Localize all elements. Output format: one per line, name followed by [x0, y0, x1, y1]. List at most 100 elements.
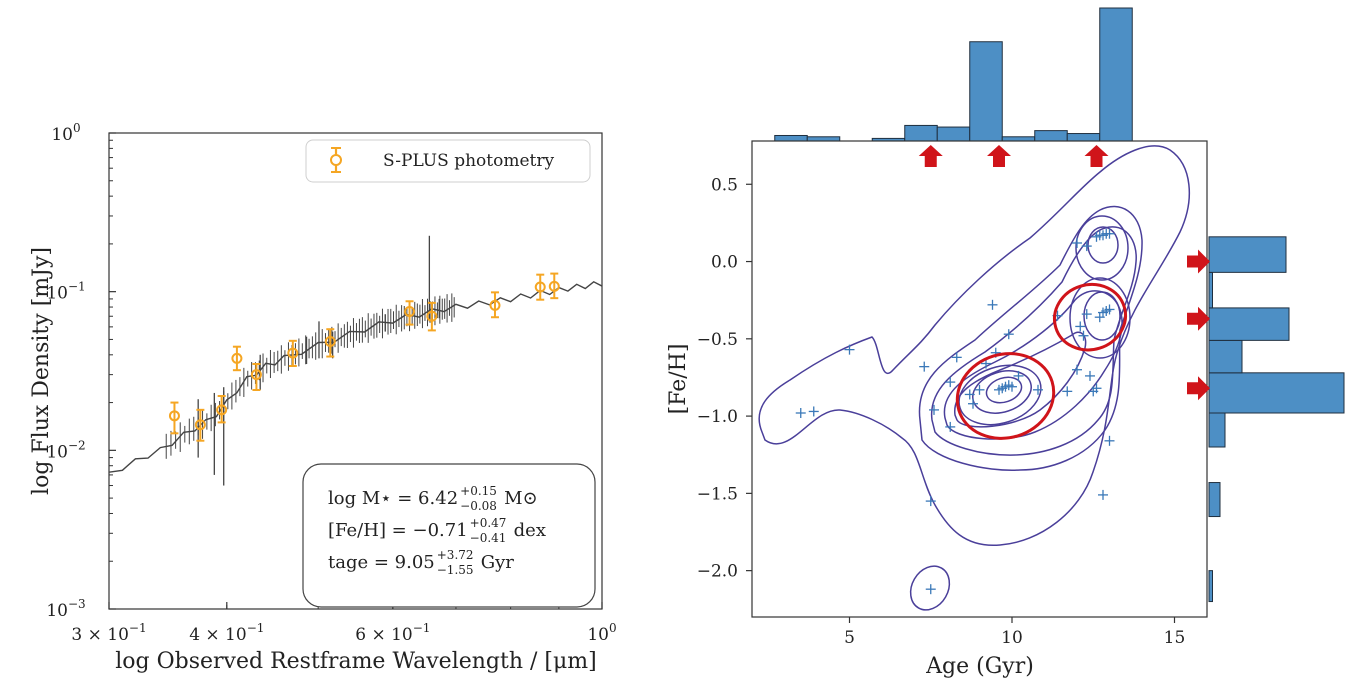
parameter-lower-error: −0.08: [460, 499, 497, 513]
kde-contours: [758, 145, 1191, 611]
top-hist-bar: [1066, 133, 1101, 142]
x-tick-label: 5: [844, 628, 855, 648]
data-point: [1104, 304, 1115, 315]
right-hist-bar: [1208, 271, 1213, 309]
kde-contour-5: [954, 331, 1087, 428]
top-hist-bar: [904, 124, 938, 142]
photometry-point: [404, 300, 416, 326]
right-arrow-icon: [1187, 249, 1210, 274]
kde-contour-top-2: [1087, 226, 1119, 264]
data-point: [1072, 238, 1082, 248]
data-point: [1081, 309, 1092, 320]
legend-box: [305, 139, 591, 183]
highlight-ellipse: [955, 352, 1056, 440]
photometry-point: [168, 401, 180, 435]
parameter-value: tage = 9.05: [328, 552, 435, 573]
amr-panel: 5 10 15 0.5 0.0 −0.5 −1.0 −1.5 −2.0 Age (Gyr) […: [666, 7, 1345, 679]
photometry-point: [231, 345, 243, 372]
y-tick-label: −1.5: [697, 484, 738, 504]
data-point: [1078, 330, 1089, 341]
kde-contour-mid-2: [1083, 291, 1121, 341]
parameter-lower-error: −1.55: [437, 563, 474, 577]
data-point: [987, 299, 998, 310]
sed-axes-frame: [108, 132, 603, 610]
sed-y-axis-label: log Flux Density [mJy]: [29, 247, 54, 495]
right-hist-bar: [1208, 339, 1243, 374]
data-point: [1072, 364, 1082, 375]
y-tick-label: −1.0: [697, 407, 738, 427]
amr-points: [795, 228, 1115, 595]
top-hist-bar: [1099, 7, 1133, 142]
top-hist-bar: [936, 126, 971, 142]
data-point: [929, 404, 939, 415]
y-tick-label: 0.0: [711, 253, 738, 273]
parameter-upper-error: +0.15: [460, 484, 497, 498]
data-point: [1062, 386, 1073, 397]
y-tick-label: 0.5: [711, 175, 738, 195]
data-point: [1104, 228, 1115, 239]
photometry-point: [216, 395, 228, 424]
data-point: [964, 389, 975, 400]
data-point: [968, 398, 978, 409]
top-hist-bar: [806, 136, 841, 142]
data-point: [1085, 370, 1095, 381]
right-histogram: [1208, 236, 1345, 603]
kde-contour-top-1: [1075, 215, 1129, 281]
kde-contour-core-1: [958, 364, 1042, 426]
photometry-point: [426, 301, 438, 332]
right-hist-bar: [1208, 570, 1213, 603]
x-tick-label: 3 × 10−1: [71, 621, 146, 645]
parameter-upper-error: +0.47: [470, 516, 507, 530]
legend-label: S-PLUS photometry: [383, 151, 554, 171]
up-arrow-icon: [987, 145, 1011, 167]
data-point: [808, 406, 819, 417]
data-point: [1033, 384, 1043, 395]
top-hist-bar: [969, 41, 1003, 142]
data-point: [1007, 381, 1017, 392]
x-tick-label: 10: [1001, 628, 1023, 648]
parameter-unit: dex: [514, 520, 546, 541]
photometry-point: [250, 363, 262, 392]
sed-panel: 3 × 10−1 4 × 10−1 6 × 10−1 100 10010−110−21…: [29, 121, 617, 674]
parameter-line: tage = 9.05 +3.72−1.55 Gyr: [328, 548, 514, 577]
top-hist-bar: [1001, 136, 1036, 142]
photometry-point: [324, 328, 336, 358]
amr-axes-frame: [751, 140, 1208, 618]
right-hist-bar: [1208, 412, 1226, 448]
x-tick-label: 4 × 10−1: [189, 621, 264, 645]
y-tick-label: −0.5: [697, 330, 738, 350]
data-point: [1091, 383, 1102, 394]
parameter-upper-error: +3.72: [437, 548, 474, 562]
right-hist-bar: [1208, 482, 1221, 518]
right-hist-bar: [1208, 307, 1290, 341]
parameter-line: log M⋆ = 6.42 +0.15−0.08 M⊙: [328, 484, 538, 513]
top-histogram: [774, 7, 1133, 142]
x-tick-label: 6 × 10−1: [355, 621, 430, 645]
x-tick-label: 15: [1164, 628, 1186, 648]
amr-y-axis-label: [Fe/H]: [666, 344, 691, 415]
legend-marker: [330, 147, 342, 173]
parameter-box-frame: [302, 463, 596, 608]
top-arrows: [918, 145, 1109, 167]
data-point: [951, 352, 962, 363]
data-point: [925, 584, 936, 595]
parameter-line: [Fe/H] = −0.71 +0.47−0.41 dex: [328, 516, 546, 545]
kde-contour-isolated: [909, 565, 951, 611]
data-point: [925, 496, 936, 507]
data-point: [945, 421, 956, 432]
parameter-lower-error: −0.41: [470, 531, 507, 545]
right-arrow-icon: [1187, 376, 1210, 401]
amr-x-axis-label: Age (Gyr): [925, 654, 1034, 679]
data-point: [974, 384, 985, 395]
right-arrow-icon: [1187, 306, 1210, 331]
amr-y-ticks: 0.5 0.0 −0.5 −1.0 −1.5 −2.0: [697, 175, 752, 582]
data-point: [1098, 489, 1108, 500]
photometry-point: [548, 272, 560, 300]
data-point: [1104, 435, 1115, 446]
sed-spectrum: [109, 235, 602, 486]
data-point: [1081, 241, 1092, 252]
top-hist-bar: [1034, 130, 1068, 142]
data-point: [1075, 321, 1086, 332]
kde-contour-core-3: [985, 376, 1023, 404]
